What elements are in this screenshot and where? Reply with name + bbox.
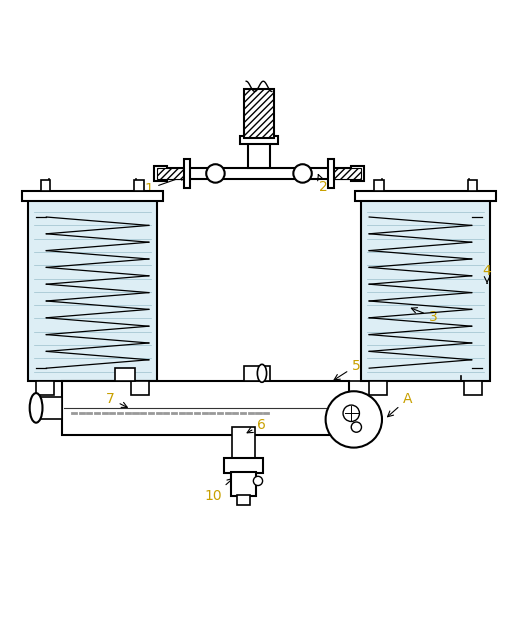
Text: 2: 2	[318, 174, 327, 194]
Bar	[135, 180, 143, 192]
Bar	[34, 397, 62, 419]
Ellipse shape	[30, 393, 42, 422]
Circle shape	[343, 405, 359, 422]
Bar	[233, 427, 255, 461]
Bar	[351, 166, 364, 181]
Circle shape	[253, 476, 263, 486]
Bar	[237, 495, 250, 505]
Text: 1: 1	[145, 175, 186, 196]
Bar	[239, 135, 279, 144]
Bar	[349, 400, 369, 416]
Circle shape	[326, 391, 382, 447]
Circle shape	[351, 422, 362, 432]
Bar	[369, 381, 387, 396]
Bar	[41, 180, 50, 192]
Bar	[464, 381, 482, 396]
Bar	[355, 192, 496, 201]
Ellipse shape	[257, 364, 267, 382]
Bar	[468, 180, 477, 192]
Bar	[231, 472, 256, 497]
Bar	[131, 381, 149, 396]
Bar	[243, 89, 275, 137]
Text: 10: 10	[204, 479, 233, 504]
Bar	[156, 168, 188, 178]
Text: A: A	[387, 392, 412, 417]
Bar	[184, 159, 190, 188]
Bar	[244, 366, 270, 381]
Circle shape	[293, 164, 312, 183]
Bar	[62, 381, 349, 435]
Bar	[114, 368, 135, 381]
Bar	[154, 166, 167, 181]
Text: 5: 5	[334, 358, 361, 380]
Text: 6: 6	[247, 417, 266, 433]
Bar	[36, 381, 54, 396]
Circle shape	[206, 164, 225, 183]
Text: 3: 3	[411, 307, 438, 324]
Bar	[156, 168, 362, 178]
Bar	[330, 168, 362, 178]
Bar	[362, 197, 490, 381]
Bar	[248, 137, 270, 168]
Bar	[28, 197, 156, 381]
Bar	[375, 180, 383, 192]
Bar	[22, 192, 163, 201]
Bar	[224, 458, 263, 473]
Bar	[328, 159, 334, 188]
Text: 7: 7	[106, 392, 127, 408]
Text: 4: 4	[483, 264, 492, 283]
